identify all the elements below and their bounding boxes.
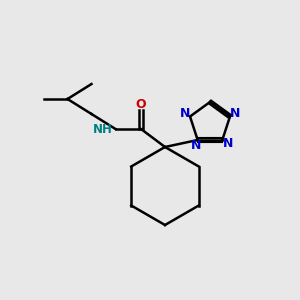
Text: N: N xyxy=(179,107,190,120)
Text: N: N xyxy=(230,107,241,120)
Text: N: N xyxy=(191,139,201,152)
Text: NH: NH xyxy=(93,122,112,136)
Text: O: O xyxy=(136,98,146,111)
Text: N: N xyxy=(223,137,233,150)
